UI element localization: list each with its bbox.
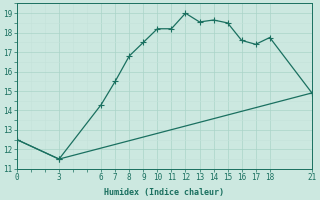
X-axis label: Humidex (Indice chaleur): Humidex (Indice chaleur)	[104, 188, 224, 197]
